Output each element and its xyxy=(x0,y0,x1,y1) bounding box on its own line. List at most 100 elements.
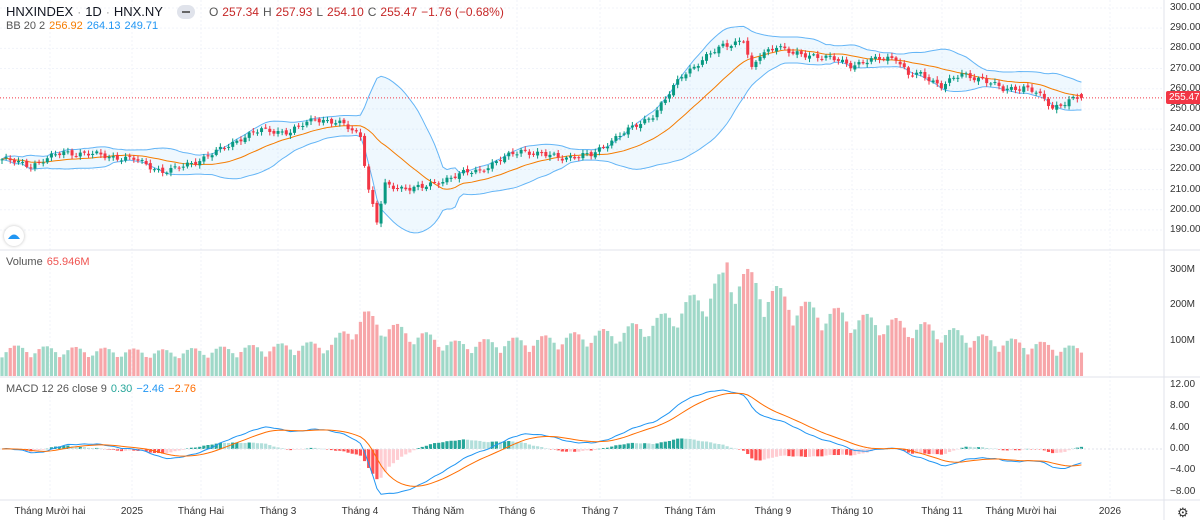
macd-histogram-bar xyxy=(490,441,494,449)
tradingview-logo-icon[interactable] xyxy=(4,226,24,246)
collapse-legend-button[interactable] xyxy=(176,4,195,19)
symbol-name[interactable]: HNXINDEX xyxy=(6,4,74,19)
candle-body xyxy=(606,146,610,149)
candle-body xyxy=(1034,92,1038,94)
macd-histogram-bar xyxy=(939,449,943,455)
volume-bar xyxy=(820,330,824,376)
time-axis-label: Tháng 10 xyxy=(830,506,874,517)
macd-histogram-bar xyxy=(601,448,606,449)
macd-histogram-bar xyxy=(791,449,795,457)
candle-body xyxy=(577,157,581,159)
volume-bar xyxy=(655,317,659,376)
volume-bar xyxy=(227,349,231,376)
candle-body xyxy=(428,182,432,187)
macd-histogram-bar xyxy=(737,449,742,450)
macd-histogram-bar xyxy=(577,449,581,452)
interval[interactable]: 1D xyxy=(85,4,102,19)
volume-bar xyxy=(799,306,803,376)
macd-histogram-bar xyxy=(853,449,857,456)
price-axis-label: 210.00 xyxy=(1170,183,1200,195)
candle-body xyxy=(861,62,865,64)
macd-histogram-bar xyxy=(836,449,840,456)
macd-histogram-bar xyxy=(783,449,787,456)
candle-body xyxy=(144,161,148,165)
candle-body xyxy=(791,51,795,54)
macd-histogram-bar xyxy=(770,449,775,458)
macd-histogram-bar xyxy=(721,444,725,449)
volume-bar xyxy=(465,349,470,376)
macd-histogram-bar xyxy=(416,448,420,449)
candle-body xyxy=(1014,86,1018,91)
volume-bar xyxy=(770,290,775,376)
volume-bar xyxy=(807,301,812,376)
candle-body xyxy=(700,60,704,65)
settings-gear-icon[interactable]: ⚙ xyxy=(1177,505,1189,520)
candle-body xyxy=(140,159,144,161)
macd-histogram-bar xyxy=(255,443,260,449)
macd-histogram-bar xyxy=(824,449,828,456)
volume-bar xyxy=(1030,348,1034,376)
candle-body xyxy=(816,54,820,58)
macd-histogram-bar xyxy=(923,449,927,454)
volume-bar xyxy=(696,300,700,376)
volume-bar xyxy=(276,343,280,376)
macd-histogram-bar xyxy=(713,443,717,449)
candle-body xyxy=(663,99,667,103)
volume-bar xyxy=(717,274,721,376)
macd-histogram-bar xyxy=(807,449,812,457)
volume-bar xyxy=(453,340,457,376)
time-axis-label: Tháng Tám xyxy=(664,506,716,517)
candle-body xyxy=(878,56,882,60)
volume-bar xyxy=(317,347,321,376)
candle-body xyxy=(214,149,218,155)
volume-bar xyxy=(334,337,338,376)
bb-upper-value: 264.13 xyxy=(86,20,121,32)
candle-body xyxy=(387,181,391,185)
candle-body xyxy=(643,119,647,124)
candle-body xyxy=(1079,94,1083,98)
candle-body xyxy=(795,51,799,55)
volume-bar xyxy=(412,344,416,376)
candle-body xyxy=(1063,105,1067,107)
candle-body xyxy=(305,121,309,126)
volume-bar xyxy=(231,353,235,376)
macd-histogram-bar xyxy=(330,449,334,451)
macd-histogram-bar xyxy=(474,440,478,449)
volume-bar xyxy=(255,347,260,376)
candle-body xyxy=(836,59,840,61)
volume-bar xyxy=(680,313,684,376)
macd-histogram-bar xyxy=(989,448,993,450)
macd-histogram-bar xyxy=(655,443,659,449)
macd-histogram-bar xyxy=(309,447,313,449)
candle-body xyxy=(272,130,276,134)
volume-bar xyxy=(939,342,943,376)
candle-body xyxy=(1055,104,1059,110)
candle-body xyxy=(338,120,342,124)
volume-legend[interactable]: Volume 65.946M xyxy=(6,256,90,268)
macd-histogram-bar xyxy=(943,449,948,454)
macd-histogram-bar xyxy=(610,446,614,449)
candle-body xyxy=(198,161,202,166)
macd-histogram-bar xyxy=(985,447,989,449)
candle-body xyxy=(457,173,461,179)
volume-value: 65.946M xyxy=(46,256,90,268)
close-value: 255.47 xyxy=(380,4,418,19)
candle-body xyxy=(610,140,614,146)
candle-body xyxy=(119,160,123,162)
candle-body xyxy=(1046,98,1050,107)
macd-histogram-bar xyxy=(218,442,222,449)
candle-body xyxy=(754,61,758,68)
bb-legend[interactable]: BB 20 2 256.92 264.13 249.71 xyxy=(6,20,158,32)
volume-bar xyxy=(1046,344,1051,376)
macd-legend[interactable]: MACD 12 26 close 9 0.30 −2.46 −2.76 xyxy=(6,383,196,395)
candle-body xyxy=(799,51,803,55)
volume-bar xyxy=(766,301,770,376)
macd-histogram-bar xyxy=(531,445,536,449)
candle-body xyxy=(152,169,156,171)
candle-body xyxy=(12,159,16,163)
candle-body xyxy=(828,55,832,57)
macd-histogram-bar xyxy=(346,449,350,453)
macd-histogram-bar xyxy=(301,449,305,450)
time-axis-label: Tháng 11 xyxy=(921,506,963,517)
